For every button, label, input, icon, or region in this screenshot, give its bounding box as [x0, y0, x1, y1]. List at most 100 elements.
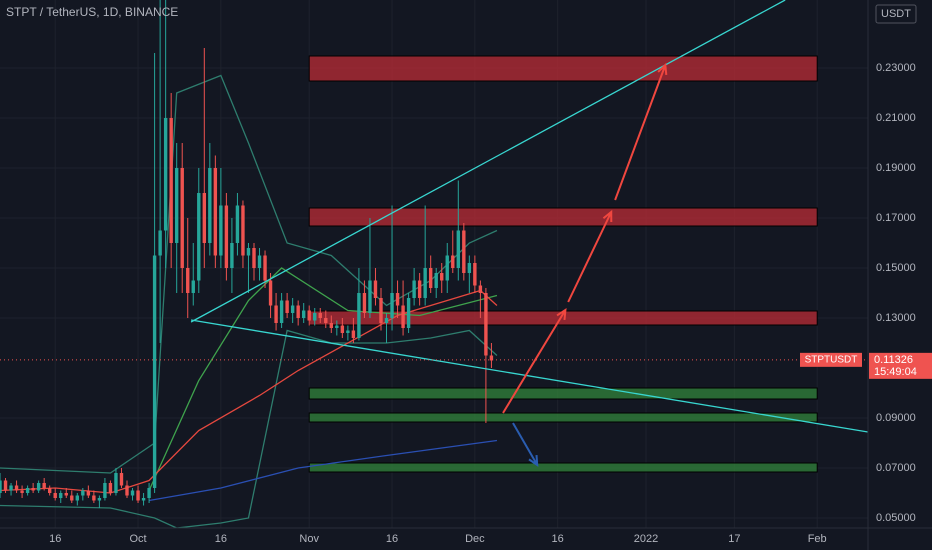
candle-body — [313, 313, 317, 321]
candle-body — [357, 293, 361, 338]
candle-body — [20, 490, 24, 493]
candle-body — [130, 490, 135, 496]
candle-body — [379, 298, 383, 323]
y-tick-label: 0.19000 — [876, 162, 916, 174]
x-tick-label: Dec — [465, 533, 485, 545]
candle-body — [0, 480, 2, 493]
candle-body — [36, 483, 41, 491]
candle-body — [125, 485, 129, 496]
candle-body — [373, 280, 378, 298]
x-tick-label: 16 — [49, 533, 61, 545]
x-tick-label: Nov — [299, 533, 319, 545]
candle-body — [3, 480, 8, 491]
zone — [308, 207, 818, 227]
y-tick-label: 0.05000 — [876, 512, 916, 524]
candle-body — [478, 285, 483, 293]
candle-body — [64, 493, 68, 496]
candle-body — [208, 168, 212, 243]
candle-body — [351, 330, 356, 338]
y-tick-label: 0.13000 — [876, 312, 916, 324]
x-tick-label: 2022 — [634, 533, 658, 545]
candle-body — [467, 263, 472, 273]
candle-body — [152, 255, 157, 488]
trendline — [190, 319, 868, 433]
candle-body — [246, 248, 251, 256]
candle-body — [390, 293, 394, 318]
candle-body — [114, 473, 118, 493]
currency: USDT — [881, 8, 911, 20]
candle-body — [307, 310, 311, 321]
candle-body — [213, 168, 218, 256]
candle-body — [423, 268, 427, 298]
chart-title: STPT / TetherUS, 1D, BINANCE — [6, 5, 178, 19]
candle-body — [53, 493, 57, 498]
candle-body — [92, 495, 96, 501]
candle-body — [406, 298, 411, 328]
candle-body — [324, 318, 328, 323]
candle-body — [417, 280, 422, 298]
y-tick-label: 0.15000 — [876, 262, 916, 274]
last-price: 0.11326 — [874, 354, 913, 366]
candle-body — [285, 300, 289, 313]
candle-body — [368, 280, 372, 313]
candle-body — [230, 243, 234, 268]
arrow — [512, 422, 539, 467]
candle-body — [235, 205, 240, 243]
trendline — [190, 0, 786, 323]
candle-body — [440, 273, 444, 281]
candle-body — [224, 205, 229, 268]
candle-body — [191, 280, 195, 293]
y-tick-label: 0.17000 — [876, 212, 916, 224]
indicator-line — [148, 267, 498, 491]
candle-body — [180, 168, 184, 268]
candle-body — [456, 230, 460, 268]
arrow — [502, 308, 567, 414]
axes: 0.05000 0.07000 0.09000 0.13000 0.15000 0.170… — [49, 62, 916, 545]
y-tick-label: 0.07000 — [876, 462, 916, 474]
candle-body — [158, 230, 162, 256]
candle-body — [384, 318, 389, 323]
candle-body — [340, 325, 345, 333]
candle-body — [42, 483, 46, 488]
candle-body — [202, 193, 207, 243]
zone — [308, 387, 818, 400]
candle-body — [86, 490, 91, 496]
candle-body — [70, 495, 74, 501]
candle-body — [451, 255, 455, 268]
candle-body — [174, 168, 179, 243]
countdown: 15:49:04 — [874, 366, 917, 378]
candle-body — [329, 323, 333, 328]
zone — [308, 55, 818, 82]
x-tick-label: Oct — [129, 533, 146, 545]
candle-body — [9, 485, 13, 491]
candle-body — [136, 490, 140, 501]
candle-body — [219, 205, 223, 256]
candle-body — [335, 325, 339, 328]
arrow — [614, 62, 668, 201]
candle-body — [296, 305, 300, 318]
candle-body — [14, 485, 19, 491]
symbol-label: STPTUSDT — [805, 354, 858, 365]
x-tick-label: 17 — [728, 533, 740, 545]
candle-body — [445, 255, 449, 281]
currency-badge — [875, 4, 917, 24]
x-tick-label: 16 — [215, 533, 227, 545]
candle-body — [169, 118, 173, 243]
price-badge — [869, 352, 932, 379]
candle-body — [346, 330, 350, 333]
y-tick-label: 0.23000 — [876, 62, 916, 74]
candle-body — [47, 488, 52, 493]
candle-body — [119, 473, 124, 486]
candle-body — [97, 498, 102, 501]
candle-body — [473, 263, 477, 286]
x-tick-label: 16 — [552, 533, 564, 545]
plot-area — [0, 0, 868, 528]
candle-body — [163, 118, 168, 231]
y-tick-label: 0.09000 — [876, 412, 916, 424]
indicator-line — [148, 439, 498, 502]
candle-body — [401, 305, 405, 328]
candle-body — [412, 280, 416, 298]
candle-body — [59, 493, 63, 498]
zone — [308, 412, 818, 423]
